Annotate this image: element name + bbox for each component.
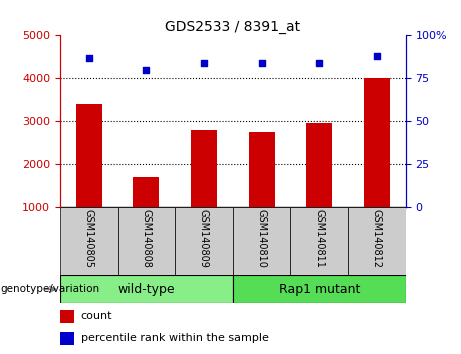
Bar	[60, 275, 233, 303]
Bar	[60, 310, 74, 323]
Bar	[191, 130, 217, 207]
Bar	[60, 332, 74, 345]
Text: GSM140805: GSM140805	[84, 209, 94, 268]
Point	[85, 55, 92, 61]
Bar	[290, 207, 348, 275]
Bar	[233, 207, 290, 275]
Text: count: count	[81, 312, 112, 321]
Text: GSM140809: GSM140809	[199, 209, 209, 268]
Bar	[248, 132, 275, 207]
Bar	[76, 104, 102, 207]
Bar	[118, 207, 175, 275]
Text: genotype/variation: genotype/variation	[0, 284, 99, 294]
Point	[258, 60, 266, 65]
Point	[142, 67, 150, 73]
Text: GSM140810: GSM140810	[257, 209, 266, 268]
Bar	[348, 207, 406, 275]
Text: Rap1 mutant: Rap1 mutant	[278, 283, 360, 296]
Text: GSM140811: GSM140811	[314, 209, 324, 268]
Bar	[60, 207, 118, 275]
Bar	[306, 123, 332, 207]
Bar	[364, 78, 390, 207]
Bar	[233, 275, 406, 303]
Point	[200, 60, 207, 65]
Bar	[175, 207, 233, 275]
Text: GSM140812: GSM140812	[372, 209, 382, 268]
Point	[373, 53, 381, 59]
Bar	[133, 177, 160, 207]
Title: GDS2533 / 8391_at: GDS2533 / 8391_at	[165, 21, 301, 34]
Text: wild-type: wild-type	[118, 283, 175, 296]
Point	[315, 60, 323, 65]
Text: percentile rank within the sample: percentile rank within the sample	[81, 333, 269, 343]
Text: GSM140808: GSM140808	[142, 209, 151, 268]
